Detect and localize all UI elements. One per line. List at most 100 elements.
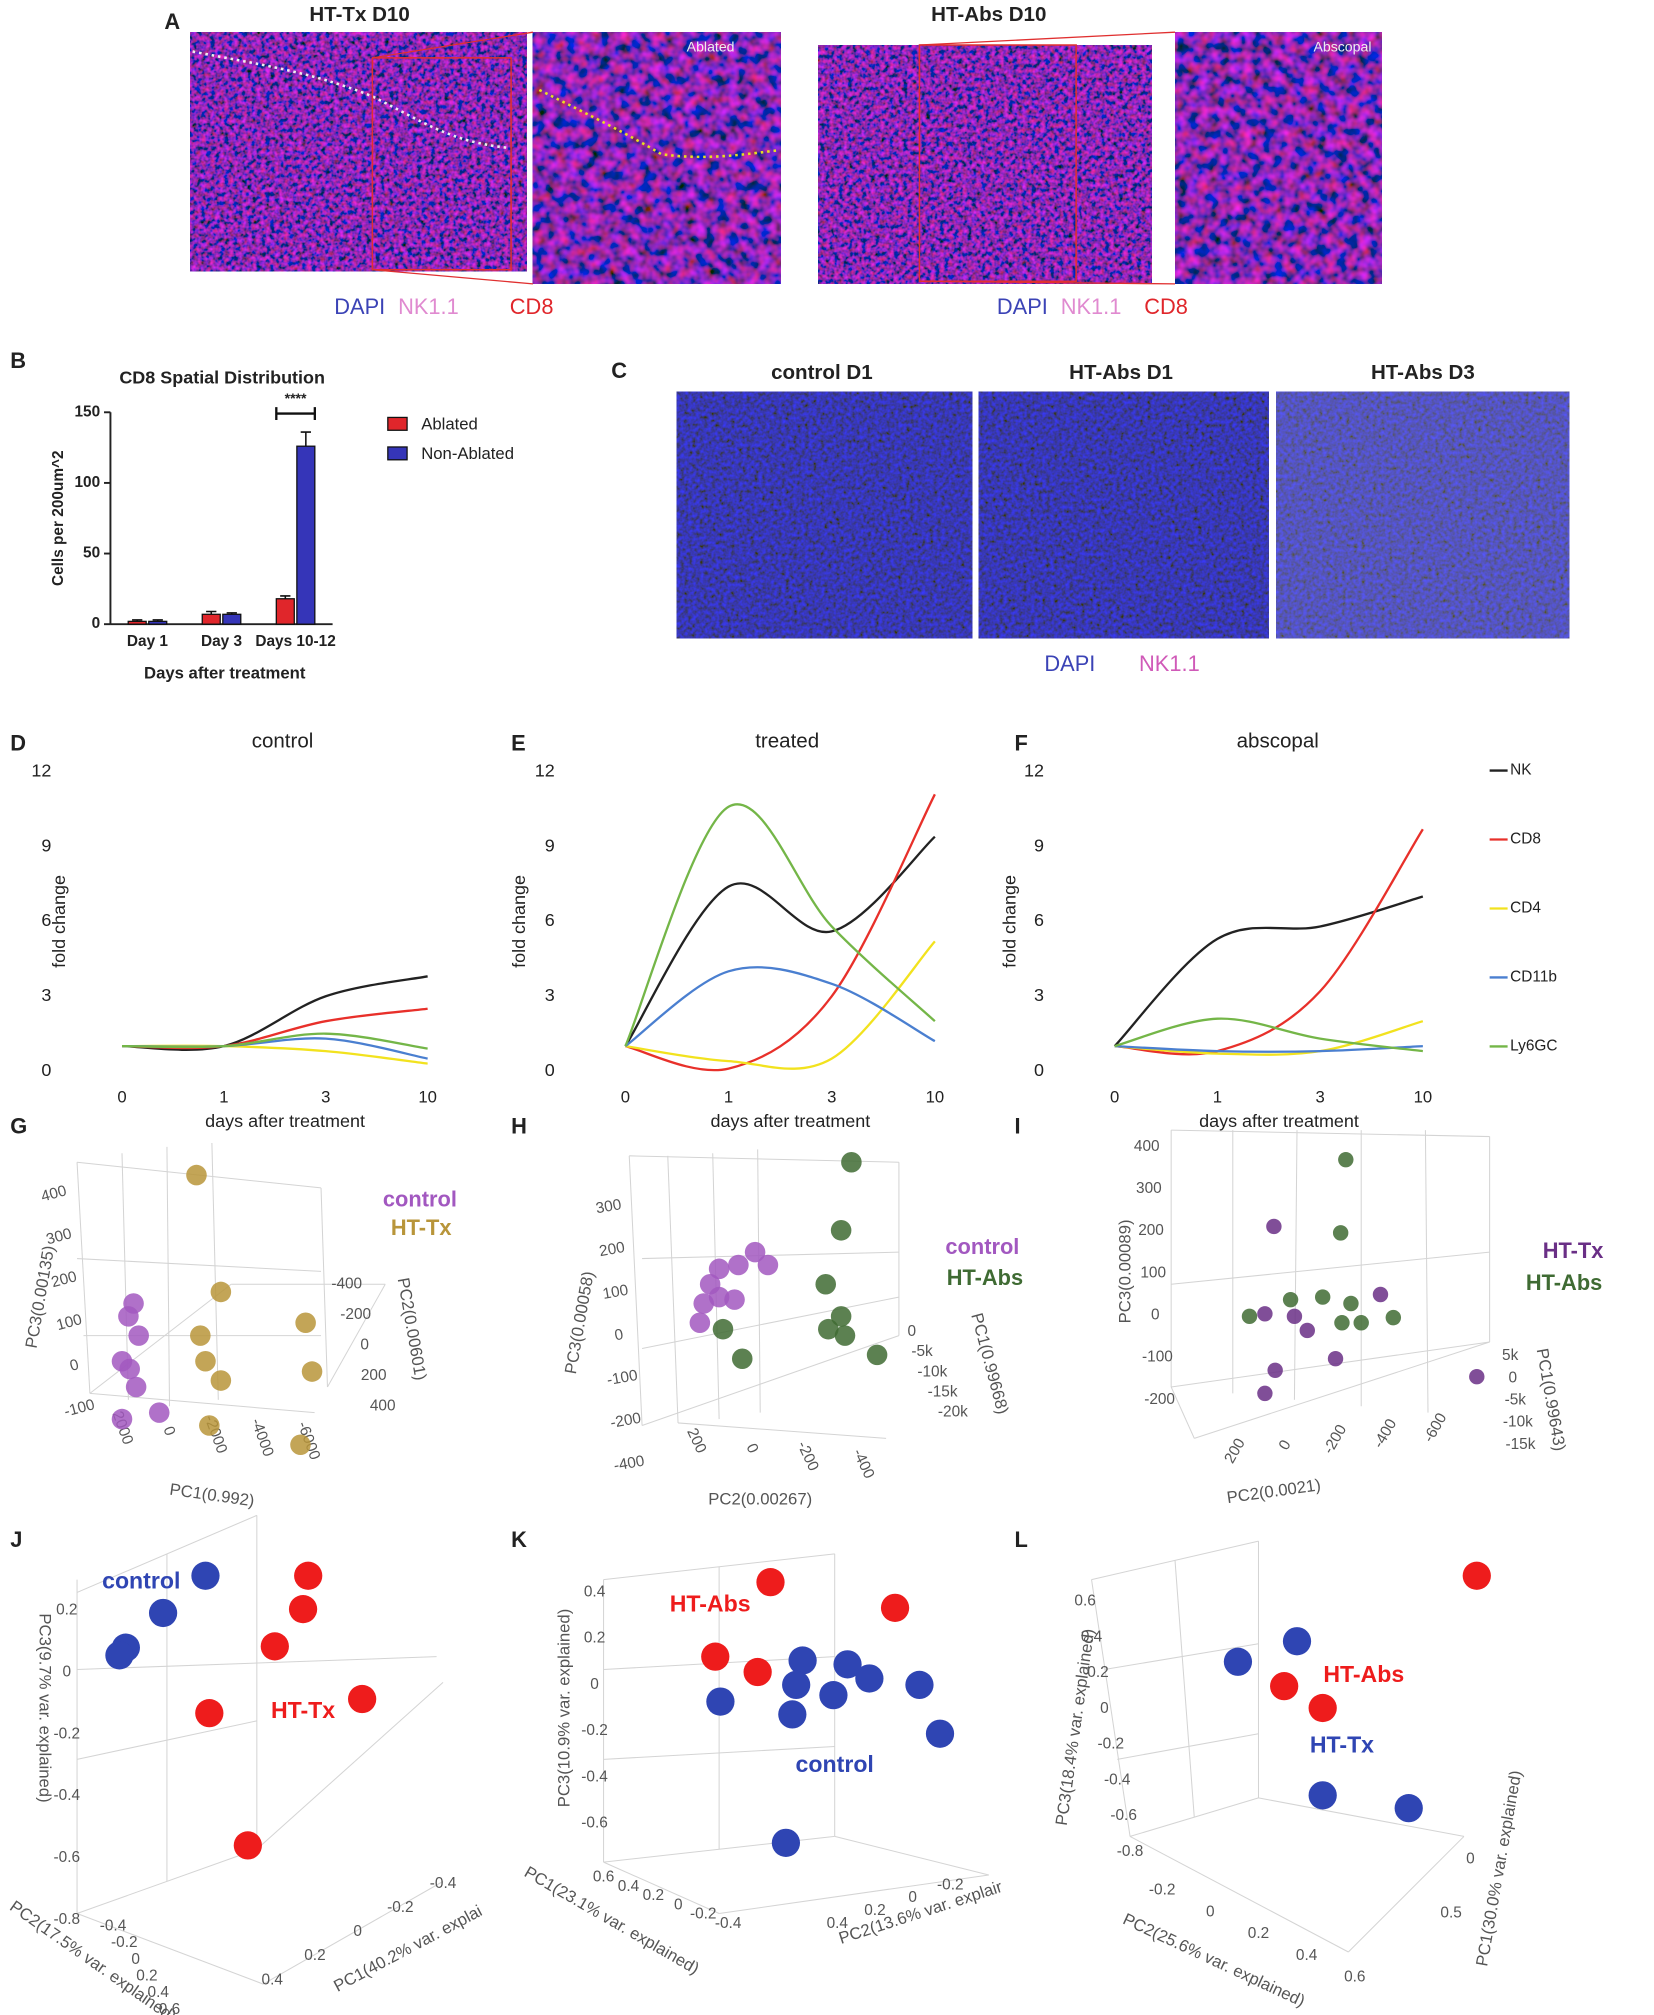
sample-point: [830, 1220, 852, 1241]
axis-label: PC1(0.992): [168, 1480, 255, 1511]
bar: [222, 613, 242, 625]
sample-point: [294, 1561, 323, 1590]
sample-point: [348, 1684, 377, 1714]
axis-tick-label: -5k: [1505, 1392, 1527, 1409]
series-line: [624, 803, 936, 1047]
error-bar: [226, 612, 237, 615]
micrographs-a: [190, 31, 1382, 285]
legend-label: NK: [1510, 762, 1532, 779]
axis-tick-label: 0.2: [1248, 1925, 1269, 1942]
micrograph: [818, 45, 1152, 284]
legend-swatch: [387, 416, 408, 431]
y-tick-label: 9: [545, 835, 555, 855]
y-tick-label: 6: [545, 910, 555, 930]
axis-tick-label: -0.4: [54, 1787, 81, 1804]
axis-label: PC2(13.6% var. explair: [836, 1877, 1005, 1948]
axis-tick-label: 0.6: [159, 2001, 180, 2015]
group-label: HT-Tx: [1310, 1732, 1374, 1758]
grid-line-3d: [1348, 1836, 1465, 1953]
y-tick-label: 0: [41, 1060, 51, 1080]
grid-line-3d: [1293, 1130, 1298, 1400]
panel-label: B: [10, 348, 26, 373]
micrograph: [190, 32, 527, 272]
axis-tick-label: -10k: [1503, 1414, 1533, 1431]
sample-point: [757, 1254, 779, 1276]
axis-tick-label: 0.2: [136, 1967, 157, 1984]
axis-tick-label: 100: [601, 1282, 629, 1303]
axis-tick-label: 0.6: [1074, 1592, 1095, 1609]
sample-point: [1338, 1151, 1354, 1168]
sample-point: [1270, 1672, 1299, 1701]
axis-tick-label: -0.2: [54, 1725, 81, 1742]
image-title: HT-Tx D10: [309, 3, 409, 26]
micrograph-inset: [1175, 32, 1382, 284]
axis-label: PC2(0.00267): [708, 1489, 812, 1508]
stain-label: NK1.1: [398, 294, 459, 319]
sample-point: [128, 1325, 149, 1346]
series-line: [624, 966, 936, 1048]
axis-tick-label: -600: [1420, 1410, 1450, 1445]
series-line: [625, 940, 936, 1070]
axis-tick-label: 0.4: [827, 1915, 849, 1932]
group-label: HT-Tx: [391, 1215, 452, 1240]
axis-label: PC3(0.00058): [561, 1270, 598, 1376]
significance-label: ****: [285, 390, 307, 406]
x-tick-label: Days 10-12: [255, 633, 335, 650]
group-label: control: [796, 1751, 874, 1777]
axis-tick-label: 200: [1221, 1436, 1249, 1467]
axis-tick-label: 0: [674, 1896, 683, 1913]
sample-point: [819, 1681, 848, 1710]
zoom-line: [372, 31, 534, 59]
axis-tick-label: 200: [683, 1425, 709, 1455]
series-line: [121, 975, 428, 1051]
axis-tick-label: -0.4: [1104, 1771, 1131, 1788]
legend-label: Ly6GC: [1510, 1037, 1557, 1054]
axis-label: PC2(17.5% var. explained): [6, 1897, 180, 2015]
grid-line-3d: [1171, 1251, 1490, 1285]
sample-point: [148, 1402, 170, 1423]
x-tick-label: 0: [1110, 1087, 1119, 1106]
grid-line-3d: [757, 1149, 761, 1413]
grid-line-3d: [641, 1335, 900, 1426]
sample-point: [125, 1376, 147, 1398]
sample-point: [782, 1670, 811, 1700]
panel-label: E: [511, 731, 526, 756]
chart-title: treated: [755, 730, 819, 753]
sample-point: [724, 1289, 745, 1310]
y-tick-label: 9: [41, 835, 51, 855]
sample-point: [855, 1664, 884, 1693]
axis-label: PC2(25.6% var. explained): [1120, 1909, 1308, 2010]
panel-label: J: [10, 1527, 22, 1552]
axis-tick-label: 0.6: [593, 1869, 614, 1886]
sample-point: [834, 1325, 856, 1346]
x-tick-label: Day 3: [201, 633, 242, 650]
group-label: control: [945, 1234, 1019, 1259]
y-tick-label: 12: [535, 761, 555, 781]
axis-tick-label: 0: [1276, 1437, 1295, 1453]
axis-tick-label: 0.2: [304, 1947, 325, 1964]
y-tick-label: 12: [1024, 761, 1044, 781]
axis-tick-label: 200: [361, 1367, 387, 1384]
bar: [296, 445, 316, 625]
grid-line-3d: [256, 1681, 444, 1850]
axis-tick-label: 0.2: [643, 1887, 664, 1904]
grid-line-3d: [834, 1835, 989, 1876]
x-tick-label: 1: [1213, 1087, 1222, 1106]
axis-label: PC3(10.9% var. explained): [554, 1609, 573, 1808]
sample-point: [1462, 1561, 1491, 1590]
grid-line-3d: [1170, 1386, 1195, 1439]
group-label: HT-Tx: [271, 1697, 335, 1723]
sample-point: [288, 1595, 318, 1624]
sample-point: [689, 1312, 711, 1334]
y-tick-label: 3: [1034, 985, 1044, 1005]
sample-point: [708, 1258, 730, 1280]
sample-point: [210, 1370, 232, 1391]
axis-label: PC1(0.99643): [1533, 1347, 1570, 1453]
sample-point: [1314, 1289, 1331, 1305]
sample-point: [1343, 1295, 1359, 1312]
sample-point: [1327, 1351, 1344, 1367]
sample-point: [1332, 1225, 1349, 1241]
sample-point: [260, 1632, 289, 1661]
